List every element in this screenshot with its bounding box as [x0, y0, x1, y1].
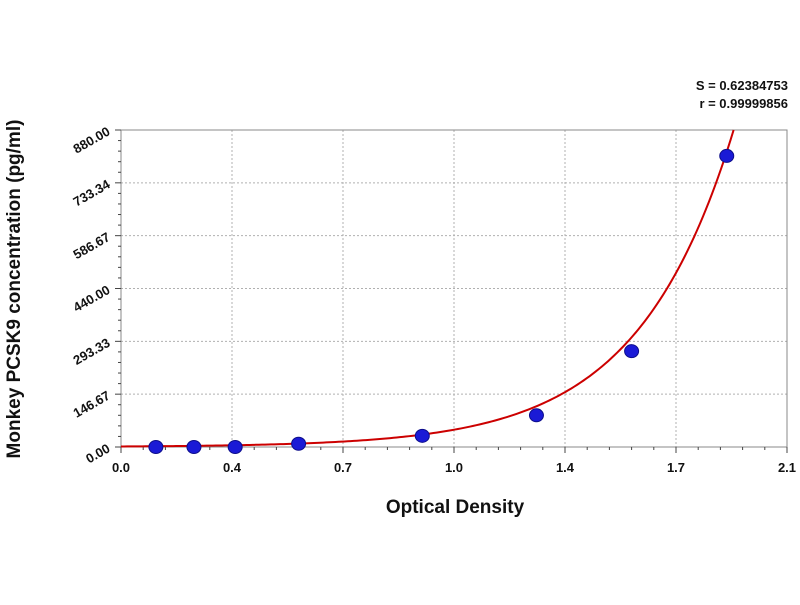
x-tick-label: 1.0	[445, 460, 463, 475]
y-tick-label: 440.00	[71, 282, 113, 315]
x-tick-label: 0.4	[223, 460, 242, 475]
data-point	[227, 440, 243, 454]
x-tick-label: 0.0	[112, 460, 130, 475]
x-axis-label: Optical Density	[386, 497, 525, 518]
y-tick-label: 586.67	[71, 229, 113, 262]
r-value-label: r = 0.99999856	[699, 96, 788, 111]
data-points	[148, 148, 735, 454]
x-tick-label: 1.7	[667, 460, 685, 475]
x-tick-label: 1.4	[556, 460, 575, 475]
y-tick-label: 293.33	[71, 335, 113, 368]
x-tick-label: 2.1	[778, 460, 796, 475]
s-value-label: S = 0.62384753	[695, 78, 788, 93]
y-tick-label: 733.34	[71, 176, 114, 209]
data-point	[719, 148, 735, 163]
data-point	[624, 344, 640, 359]
axes: 0.0 0.4 0.7 1.0 1.4 1.7 2.1 0.00 146.67 293.33 440…	[71, 124, 796, 475]
data-point	[291, 436, 307, 451]
data-point	[148, 440, 164, 454]
y-tick-label: 880.00	[71, 124, 113, 157]
data-point	[186, 440, 202, 454]
grid-lines	[121, 130, 787, 447]
data-point	[528, 408, 544, 423]
y-axis-label: Monkey PCSK9 concentration (pg/ml)	[4, 120, 25, 459]
y-tick-label: 146.67	[71, 388, 113, 421]
data-point	[414, 428, 430, 443]
x-tick-label: 0.7	[334, 460, 352, 475]
y-tick-label: 0.00	[83, 441, 112, 467]
